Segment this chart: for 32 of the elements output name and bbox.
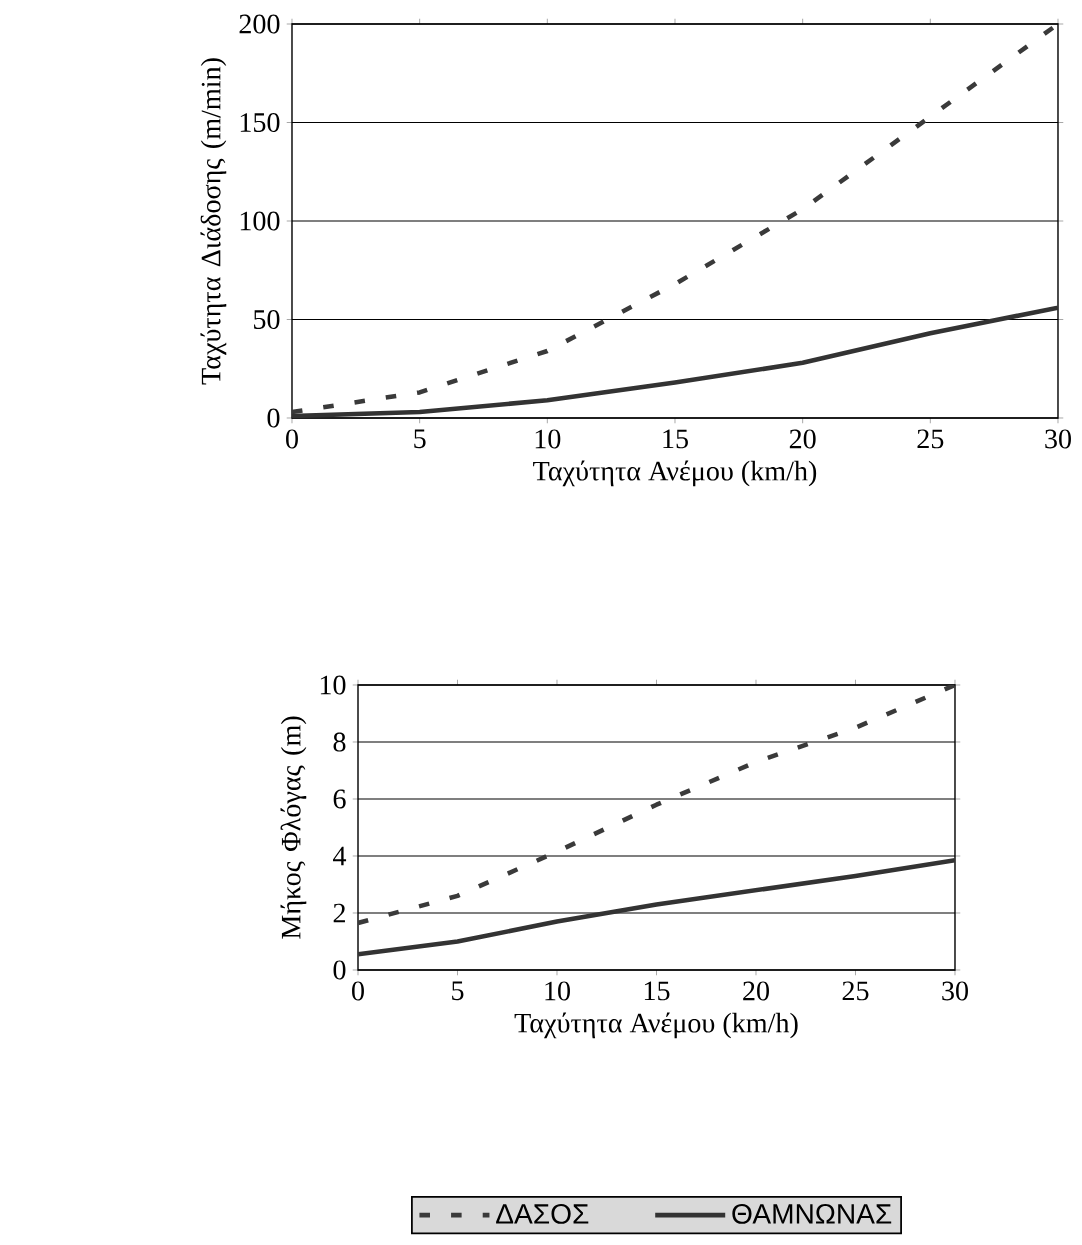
x-tick-label: 20 [743, 981, 769, 1001]
y-tick-label: 8 [333, 732, 346, 752]
y-tick-label: 2 [333, 903, 345, 923]
legend-label: ΘΑΜΝΩΝΑΣ [732, 1203, 892, 1224]
legend-label: ΔΑΣΟΣ [496, 1203, 589, 1224]
x-axis-title: Ταχύτητα Ανέμου (km/h) [533, 460, 817, 487]
x-tick-label: 10 [545, 981, 570, 1001]
y-axis-title: Μήκος Φλόγας (m) [280, 716, 307, 939]
y-tick-label: 0 [267, 408, 280, 428]
x-tick-label: 5 [414, 429, 426, 449]
x-tick-label: 5 [452, 981, 464, 1001]
x-tick-label: 30 [1045, 429, 1071, 449]
x-tick-label: 25 [842, 981, 869, 1001]
x-tick-label: 0 [352, 981, 364, 1001]
x-tick-label: 0 [286, 429, 298, 449]
y-tick-label: 50 [254, 310, 280, 329]
x-tick-label: 10 [535, 429, 561, 449]
x-tick-label: 30 [942, 981, 968, 1001]
y-tick-label: 100 [240, 211, 280, 231]
x-axis-title: Ταχύτητα Ανέμου (km/h) [514, 1012, 798, 1039]
x-tick-label: 15 [644, 981, 670, 1001]
y-tick-label: 10 [320, 675, 346, 695]
y-tick-label: 200 [239, 14, 280, 34]
y-axis-title: Ταχύτητα Διάδοσης (m/min) [200, 58, 227, 385]
x-tick-label: 20 [789, 429, 816, 449]
x-tick-label: 25 [917, 429, 944, 449]
y-tick-label: 6 [333, 789, 346, 809]
y-tick-label: 4 [333, 846, 347, 866]
y-tick-label: 0 [333, 960, 346, 980]
y-tick-label: 150 [240, 113, 280, 132]
line-series [358, 685, 955, 926]
x-tick-label: 15 [663, 429, 688, 449]
